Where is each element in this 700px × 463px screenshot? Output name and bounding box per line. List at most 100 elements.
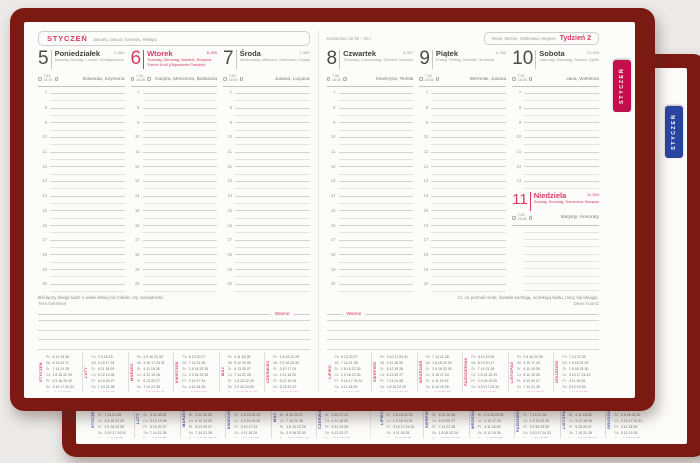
sunrise-icon [512, 216, 516, 220]
day-of-year: 9-356 [495, 50, 507, 55]
week-number: Tydzień 2 [559, 34, 591, 42]
sunrise-icon [38, 77, 42, 81]
important-notes-lines [326, 318, 599, 350]
day-of-year: 10-355 [586, 50, 599, 55]
day-translations: Friday, Freitag, Venerdì, Пятница [435, 58, 494, 62]
month-name: STYCZEŃ [47, 33, 88, 43]
important-notes-lines [38, 318, 310, 350]
page-right: Koziorożec 22 XII – 20 I Week, Woche, Se… [319, 30, 600, 392]
important-label: Ważne [346, 312, 362, 317]
sunrise-icon [512, 77, 516, 81]
day-of-year: 8-357 [403, 50, 414, 55]
month-index-tab: STYCZEŃ [665, 106, 683, 158]
month-header-pill: STYCZEŃ January, Januar, Gennaio, Январь [38, 30, 310, 46]
important-section-rule: Ważne [326, 311, 599, 318]
day-translations: Saturday, Samstag, Sabato, Суббота [539, 58, 599, 62]
sunrise-icon [223, 77, 227, 81]
day-name: Piątek [435, 49, 459, 58]
name-day-names: Weroniki, Juliana [469, 76, 507, 82]
sunset-icon [343, 77, 347, 81]
quote-author: Dean Koontz [573, 300, 599, 306]
sunset-icon [147, 77, 151, 81]
day-number: 9 [419, 49, 430, 69]
day-number: 7 [223, 49, 234, 69]
sunset-icon [528, 216, 533, 220]
day-translations: Tuesday, Dienstag, Martedì, Вторник [147, 58, 212, 62]
rule-line [293, 314, 310, 315]
quote-text: Ból łączy dwoje ludzi o wiele silniej ni… [38, 295, 165, 300]
day-translations: Sunday, Sonntag, Domenica, Воскресенье [533, 199, 599, 204]
week-header-pill: Week, Woche, Settimana, Неделя Tydzień 2 [483, 31, 599, 45]
name-day-names: Jana, Wilhelma [566, 76, 599, 82]
sunrise-icon [419, 77, 423, 81]
day-translations: Monday, Montag, Lunedì, Понедельник [54, 58, 124, 62]
rule-line [38, 314, 271, 315]
sunrise-icon [130, 77, 134, 81]
sunrise-icon [326, 77, 330, 81]
day-name: Poniedziałek [54, 49, 101, 58]
day-translations: Wednesday, Mittwoch, Mercoledì, Среда [239, 58, 310, 62]
sunset-icon [239, 77, 243, 81]
rule-line [365, 314, 599, 315]
day-translations: Thursday, Donnerstag, Giovedì, Четверг [343, 58, 414, 62]
quote-author: Tess Gerritsen [38, 300, 67, 306]
hour-lines [512, 226, 599, 292]
quote-text: Ci, co poznali mrok, światło kochają, oc… [457, 295, 599, 300]
day-name: Wtorek [147, 49, 173, 58]
holiday-note: Trzech Króli (Objawienie Pańskie) [147, 62, 206, 67]
day-number: 8 [326, 49, 338, 69]
day-name: Środa [239, 49, 261, 58]
sunset-icon [528, 77, 533, 81]
page-left: STYCZEŃ January, Januar, Gennaio, Январь… [38, 30, 319, 392]
rule-line [326, 314, 343, 315]
day-number: 6 [130, 49, 142, 69]
day-number: 10 [512, 49, 534, 69]
name-day-names: Juliana, Lucjana [274, 76, 310, 82]
month-index-tab: STYCZEŃ [613, 60, 631, 112]
name-day-names: Seweryna, Teofila [375, 76, 414, 82]
day-name: Sobota [539, 49, 565, 58]
sunset-icon [54, 77, 58, 81]
day-number: 5 [38, 49, 49, 69]
day-of-year: 6-359 [206, 50, 217, 55]
name-day-names: Matyldy, Honoraty [560, 215, 599, 221]
sunset-icon [435, 77, 440, 81]
day-name: Czwartek [343, 49, 377, 58]
week-translations: Week, Woche, Settimana, Неделя [491, 35, 556, 41]
name-day-names: Edwarda, Szymona [82, 76, 125, 82]
planner-cover: STYCZEŃ January, Januar, Gennaio, Январь… [10, 8, 655, 411]
day-of-year: 5-360 [114, 50, 125, 55]
zodiac-label: Koziorożec 22 XII – 20 I [326, 35, 371, 41]
